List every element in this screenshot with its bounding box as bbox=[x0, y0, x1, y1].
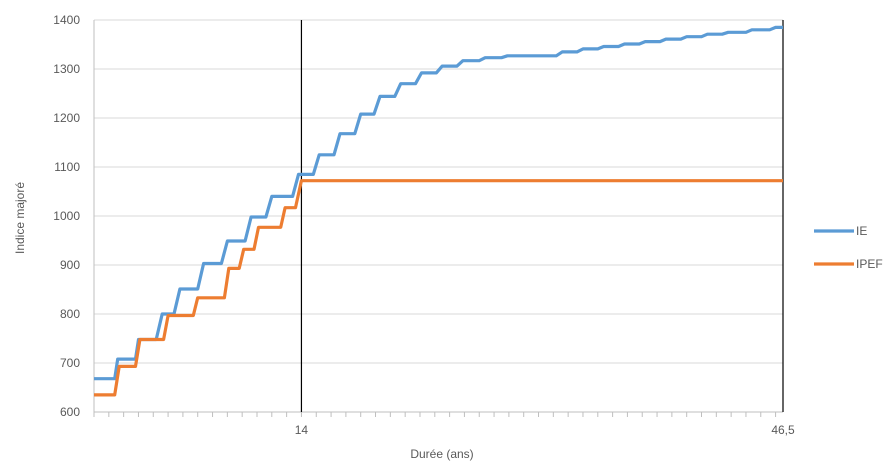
legend-label-ie: IE bbox=[856, 224, 867, 238]
y-tick-label: 700 bbox=[60, 356, 80, 370]
y-axis-title: Indice majoré bbox=[13, 182, 27, 254]
series-lines bbox=[94, 25, 783, 397]
legend-label-ipef: IPEF bbox=[856, 257, 883, 271]
y-tick-label: 1300 bbox=[53, 62, 80, 76]
axes bbox=[93, 20, 783, 417]
x-tick-label: 46,5 bbox=[771, 423, 795, 437]
x-tick-labels: 14 46,5 bbox=[295, 423, 795, 437]
y-tick-label: 900 bbox=[60, 258, 80, 272]
series-line-ipef bbox=[94, 179, 783, 397]
x-tick-label: 14 bbox=[295, 423, 309, 437]
x-axis-title: Durée (ans) bbox=[410, 447, 473, 461]
y-tick-label: 1200 bbox=[53, 111, 80, 125]
series-line-ie bbox=[94, 25, 783, 381]
y-tick-label: 1000 bbox=[53, 209, 80, 223]
gridlines bbox=[94, 19, 783, 413]
y-tick-labels: 600 700 800 900 1000 1100 1200 1300 1400 bbox=[53, 13, 80, 419]
reference-lines bbox=[300, 20, 784, 412]
legend: IE IPEF bbox=[814, 224, 883, 271]
y-tick-label: 600 bbox=[60, 405, 80, 419]
y-tick-label: 1400 bbox=[53, 13, 80, 27]
y-tick-label: 800 bbox=[60, 307, 80, 321]
y-tick-label: 1100 bbox=[54, 160, 80, 174]
